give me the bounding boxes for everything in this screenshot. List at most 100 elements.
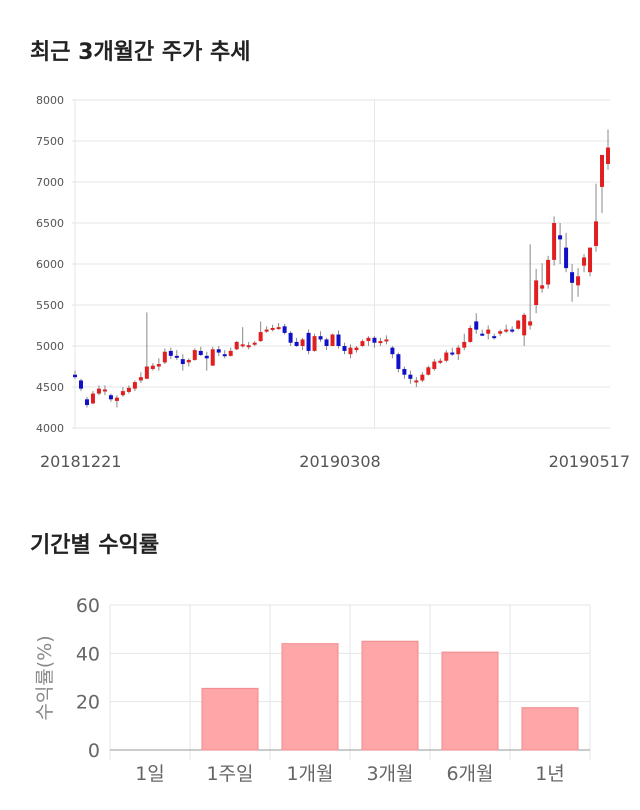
y-tick-label: 6500 [36,217,64,230]
candle-body [180,359,185,365]
candle-body [282,326,287,333]
candle-body [492,336,497,339]
candle-body [294,341,299,346]
return-bar [281,643,339,751]
y-tick-label: 7500 [36,135,64,148]
candle-body [372,337,377,343]
candle-body [264,329,269,332]
candle-body [444,352,449,361]
x-tick-label: 1개월 [286,763,333,785]
candle-body [540,285,545,289]
candle-body [468,327,473,342]
candle-body [420,374,425,381]
candle-body [432,361,437,369]
return-bar [361,640,419,751]
candle-body [342,346,347,351]
candle-body [276,327,281,330]
candle-body [594,221,599,246]
candle-body [246,345,251,348]
candle-body [384,339,389,342]
candle-body [414,380,419,383]
return-bar [441,651,499,751]
candle-body [504,329,509,332]
candle-body [390,347,395,355]
candle-body [150,365,155,369]
x-tick-label: 1일 [135,763,165,785]
candle-body [522,314,527,336]
return-bar [201,687,259,751]
candle-body [456,347,461,355]
candle-body [558,235,563,240]
candle-body [216,349,221,353]
candle-body [474,321,479,330]
y-tick-label: 40 [76,643,100,665]
candle-body [168,350,173,356]
y-tick-label: 5000 [36,340,64,353]
candle-body [588,247,593,273]
candle-body [306,332,311,351]
candle-body [426,367,431,375]
candle-body [162,351,167,363]
y-tick-label: 4000 [36,422,64,435]
candle-body [288,332,293,343]
candle-body [108,395,113,400]
candle-body [348,347,353,355]
candle-body [546,259,551,285]
y-tick-label: 6000 [36,258,64,271]
candle-body [120,391,125,396]
y-tick-label: 8000 [36,94,64,107]
candle-body [312,336,317,351]
y-tick-label: 0 [88,740,100,762]
candle-body [564,247,569,269]
candle-body [132,382,137,389]
x-tick-label: 6개월 [446,763,493,785]
x-tick-label: 3개월 [366,763,413,785]
candle-body [78,380,83,389]
x-tick-label: 20181221 [40,452,121,471]
candle-body [528,321,533,326]
y-tick-label: 5500 [36,299,64,312]
x-tick-label: 20190308 [299,452,380,471]
candle-body [210,349,215,366]
candle-body [606,147,610,164]
candle-body [234,341,239,350]
candle-body [576,276,581,286]
candle-body [126,387,131,392]
candle-body [498,331,503,334]
candle-body [222,354,227,357]
candle-body [516,320,521,329]
y-tick-label: 20 [76,692,100,714]
candle-body [252,342,257,345]
candle-body [534,280,539,305]
candle-body [228,350,233,356]
candle-body [570,272,575,283]
candle-body [336,334,341,346]
candle-body [144,366,149,379]
candle-body [552,223,557,260]
candle-body [396,354,401,369]
candle-body [240,344,245,347]
candle-body [114,397,119,401]
candle-body [138,377,143,381]
candle-body [408,374,413,379]
x-tick-label: 1주일 [206,763,253,785]
candle-body [270,327,275,330]
candle-body [480,333,485,336]
return-bar [521,707,579,751]
candle-body [330,334,335,346]
candle-body [102,389,107,392]
candle-body [438,360,443,363]
candle-body [402,368,407,375]
candle-body [486,329,491,334]
returns-chart-title: 기간별 수익률 [30,533,160,558]
candle-body [174,355,179,358]
candle-body [582,257,587,266]
candle-body [73,374,77,378]
candle-body [84,399,89,406]
y-tick-label: 60 [76,595,100,617]
price-chart-title: 최근 3개월간 주가 추세 [30,40,251,65]
candle-body [510,329,515,332]
candle-body [258,332,263,342]
x-tick-label: 20190517 [549,452,630,471]
